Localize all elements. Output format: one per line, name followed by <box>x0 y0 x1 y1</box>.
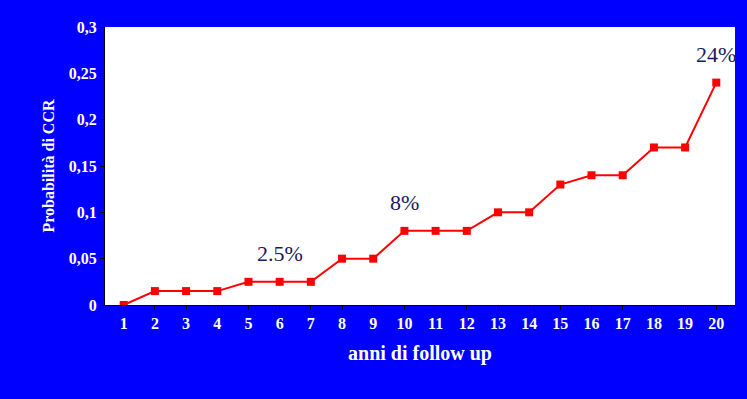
svg-text:anni di follow up: anni di follow up <box>348 342 492 365</box>
svg-text:0,15: 0,15 <box>69 158 97 175</box>
svg-text:0,25: 0,25 <box>69 65 97 82</box>
svg-text:12: 12 <box>459 315 475 332</box>
svg-text:2.5%: 2.5% <box>257 241 303 266</box>
svg-text:20: 20 <box>708 315 724 332</box>
svg-text:8: 8 <box>338 315 346 332</box>
svg-text:8%: 8% <box>390 190 419 215</box>
svg-text:24%: 24% <box>696 42 736 67</box>
svg-text:9: 9 <box>369 315 377 332</box>
svg-text:14: 14 <box>521 315 537 332</box>
svg-text:10: 10 <box>396 315 412 332</box>
svg-text:7: 7 <box>307 315 315 332</box>
svg-text:3: 3 <box>182 315 190 332</box>
svg-text:0,2: 0,2 <box>77 111 97 128</box>
svg-text:0,05: 0,05 <box>69 250 97 267</box>
svg-text:0,3: 0,3 <box>77 19 97 36</box>
svg-text:6: 6 <box>276 315 284 332</box>
svg-text:1: 1 <box>120 315 128 332</box>
svg-text:11: 11 <box>428 315 443 332</box>
svg-text:19: 19 <box>677 315 693 332</box>
svg-text:2: 2 <box>151 315 159 332</box>
svg-text:18: 18 <box>646 315 662 332</box>
svg-text:13: 13 <box>490 315 506 332</box>
svg-text:15: 15 <box>552 315 568 332</box>
svg-text:5: 5 <box>244 315 252 332</box>
svg-text:0,1: 0,1 <box>77 204 97 221</box>
svg-text:Probabilità di CCR: Probabilità di CCR <box>40 99 57 233</box>
svg-text:0: 0 <box>89 297 97 314</box>
svg-text:17: 17 <box>615 315 631 332</box>
svg-text:4: 4 <box>213 315 221 332</box>
svg-text:16: 16 <box>584 315 600 332</box>
